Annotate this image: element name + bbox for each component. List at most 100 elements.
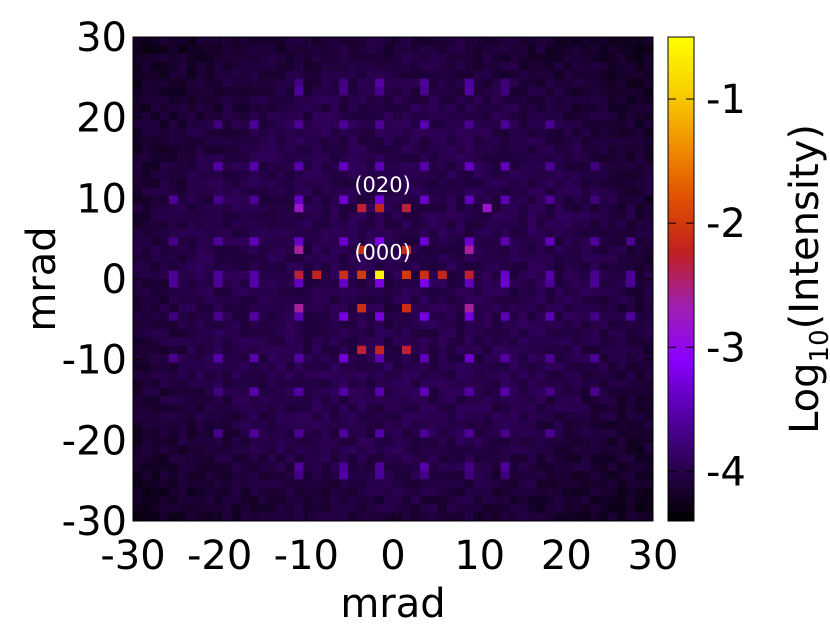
heatmap-cell — [518, 95, 529, 105]
heatmap-cell — [563, 512, 573, 521]
heatmap-cell — [393, 178, 403, 188]
heatmap-cell — [572, 487, 582, 497]
heatmap-cell — [258, 262, 269, 272]
heatmap-cell — [276, 395, 287, 405]
heatmap-cell — [393, 420, 403, 430]
heatmap-cell — [599, 304, 609, 313]
heatmap-cell — [446, 162, 457, 172]
heatmap-cell — [285, 379, 295, 389]
heatmap-cell — [312, 320, 322, 330]
heatmap-cell — [177, 437, 188, 447]
heatmap-cell — [563, 329, 573, 339]
heatmap-cell — [545, 228, 555, 238]
heatmap-cell — [159, 354, 170, 364]
heatmap-cell — [491, 270, 502, 280]
heatmap-cell — [509, 379, 520, 389]
heatmap-cell — [375, 145, 385, 155]
heatmap-cell — [617, 512, 627, 521]
heatmap-cell — [249, 120, 260, 130]
heatmap-cell — [419, 420, 430, 430]
heatmap-cell — [231, 345, 242, 355]
heatmap-cell — [500, 287, 511, 297]
heatmap-cell — [375, 195, 385, 205]
heatmap-cell — [213, 203, 224, 213]
heatmap-cell — [276, 429, 287, 439]
heatmap-cell — [509, 437, 520, 447]
heatmap-cell — [267, 137, 278, 147]
heatmap-cell — [267, 337, 278, 347]
heatmap-cell — [240, 120, 251, 130]
heatmap-cell — [572, 78, 582, 88]
heatmap-cell — [599, 145, 609, 155]
heatmap-cell — [204, 279, 215, 288]
heatmap-cell — [222, 187, 233, 197]
heatmap-cell — [303, 62, 313, 71]
heatmap-cell — [168, 354, 179, 364]
heatmap-cell — [357, 203, 367, 213]
heatmap-cell — [473, 162, 484, 172]
heatmap-cell — [635, 45, 645, 55]
heatmap-cell — [366, 512, 376, 521]
heatmap-cell — [150, 370, 161, 380]
heatmap-cell — [536, 512, 547, 521]
heatmap-cell — [608, 287, 618, 297]
heatmap-cell — [231, 429, 242, 439]
heatmap-cell — [168, 287, 179, 297]
heatmap-cell — [357, 295, 367, 305]
heatmap-cell — [240, 187, 251, 197]
heatmap-cell — [276, 220, 287, 230]
heatmap-cell — [204, 487, 215, 497]
heatmap-cell — [617, 220, 627, 230]
heatmap-cell — [617, 279, 627, 288]
heatmap-cell — [303, 429, 313, 439]
heatmap-cell — [410, 379, 421, 389]
heatmap-cell — [375, 420, 385, 430]
heatmap-cell — [303, 454, 313, 464]
heatmap-cell — [473, 412, 484, 422]
heatmap-cell — [204, 295, 215, 305]
heatmap-cell — [617, 337, 627, 347]
heatmap-cell — [312, 62, 322, 71]
heatmap-cell — [240, 62, 251, 71]
heatmap-cell — [294, 479, 304, 489]
heatmap-cell — [330, 128, 340, 138]
heatmap-cell — [527, 178, 538, 188]
heatmap-cell — [312, 228, 322, 238]
heatmap-cell — [491, 495, 502, 505]
heatmap-cell — [276, 279, 287, 288]
heatmap-cell — [159, 153, 170, 163]
heatmap-cell — [375, 345, 385, 355]
heatmap-cell — [446, 412, 457, 422]
heatmap-cell — [401, 487, 412, 497]
heatmap-cell — [635, 170, 645, 180]
heatmap-cell — [518, 479, 529, 489]
heatmap-cell — [563, 420, 573, 430]
heatmap-cell — [482, 454, 493, 464]
heatmap-cell — [644, 203, 653, 213]
heatmap-cell — [267, 495, 278, 505]
heatmap-cell — [384, 153, 394, 163]
heatmap-cell — [608, 78, 618, 88]
heatmap-cell — [464, 195, 475, 205]
heatmap-cell — [285, 62, 295, 71]
heatmap-cell — [357, 320, 367, 330]
heatmap-cell — [258, 462, 269, 472]
heatmap-cell — [150, 153, 161, 163]
heatmap-cell — [366, 479, 376, 489]
heatmap-cell — [617, 462, 627, 472]
heatmap-cell — [437, 153, 448, 163]
heatmap-cell — [348, 329, 358, 339]
heatmap-cell — [473, 512, 484, 521]
heatmap-cell — [563, 237, 573, 247]
heatmap-cell — [401, 145, 412, 155]
heatmap-cell — [159, 412, 170, 422]
heatmap-cell — [339, 345, 349, 355]
heatmap-cell — [446, 454, 457, 464]
heatmap-cell — [267, 220, 278, 230]
heatmap-cell — [330, 437, 340, 447]
heatmap-cell — [581, 362, 591, 372]
heatmap-cell — [393, 479, 403, 489]
heatmap-cell — [258, 112, 269, 122]
heatmap-cell — [294, 470, 304, 480]
heatmap-cell — [518, 329, 529, 339]
